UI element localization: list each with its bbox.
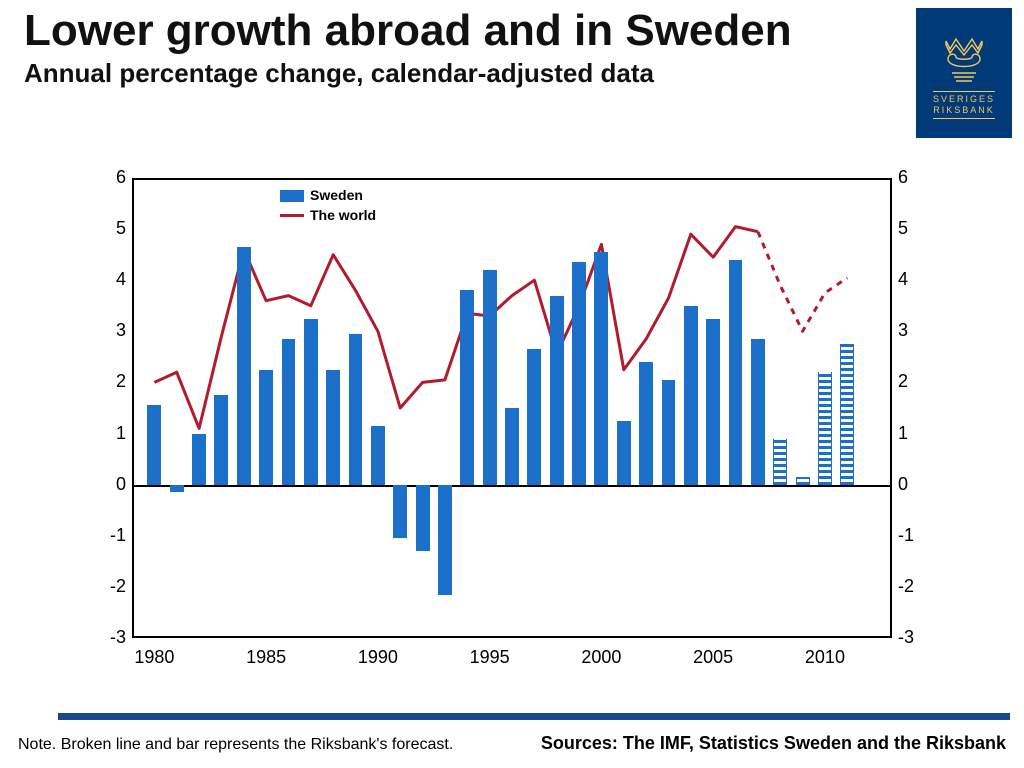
y-tick-left: 1 (92, 423, 126, 444)
bar-forecast (773, 439, 787, 485)
crown-icon (934, 27, 994, 87)
y-tick-right: -3 (898, 627, 932, 648)
y-tick-right: 2 (898, 371, 932, 392)
y-tick-right: 1 (898, 423, 932, 444)
bar (527, 349, 541, 484)
y-tick-left: 4 (92, 269, 126, 290)
bar (639, 362, 653, 485)
y-tick-right: 5 (898, 218, 932, 239)
x-tick: 1985 (246, 647, 286, 668)
bar (304, 319, 318, 485)
y-tick-right: 6 (898, 167, 932, 188)
y-tick-left: -2 (92, 576, 126, 597)
page-title: Lower growth abroad and in Sweden (24, 8, 916, 54)
x-tick: 2000 (581, 647, 621, 668)
footer: Note. Broken line and bar represents the… (0, 733, 1024, 754)
bar (505, 408, 519, 485)
bar (214, 395, 228, 484)
bar (393, 485, 407, 539)
bar (326, 370, 340, 485)
header: Lower growth abroad and in Sweden Annual… (0, 0, 1024, 138)
x-tick: 1980 (134, 647, 174, 668)
bar (662, 380, 676, 485)
x-tick: 1990 (358, 647, 398, 668)
y-tick-left: 3 (92, 320, 126, 341)
title-block: Lower growth abroad and in Sweden Annual… (24, 8, 916, 89)
y-tick-left: 2 (92, 371, 126, 392)
bar (282, 339, 296, 485)
bar (617, 421, 631, 485)
bar-forecast (818, 372, 832, 484)
bar (751, 339, 765, 485)
bar (729, 260, 743, 485)
footer-rule (58, 713, 1010, 720)
page-subtitle: Annual percentage change, calendar-adjus… (24, 58, 916, 89)
footer-sources: Sources: The IMF, Statistics Sweden and … (541, 733, 1006, 754)
bar (237, 247, 251, 485)
bar (460, 290, 474, 484)
bar (706, 319, 720, 485)
x-tick: 2005 (693, 647, 733, 668)
y-tick-left: -1 (92, 525, 126, 546)
bar (438, 485, 452, 595)
y-tick-right: -1 (898, 525, 932, 546)
y-tick-left: 5 (92, 218, 126, 239)
logo-text-top: SVERIGES (933, 94, 995, 104)
bar (594, 252, 608, 485)
bar (147, 405, 161, 484)
world-line-forecast (758, 232, 847, 332)
bar (550, 296, 564, 485)
bar (349, 334, 363, 485)
bar (371, 426, 385, 485)
footer-note: Note. Broken line and bar represents the… (18, 736, 453, 754)
bar (259, 370, 273, 485)
bar (416, 485, 430, 551)
bar (572, 262, 586, 484)
bar (170, 485, 184, 493)
y-tick-left: -3 (92, 627, 126, 648)
growth-chart: Sweden The world -3 -3 -2 -2 -1 -1 0 0 1 1 2 2 3 3 4 4 5… (92, 178, 932, 668)
logo-text-bottom: RIKSBANK (933, 105, 995, 115)
y-tick-left: 6 (92, 167, 126, 188)
x-tick: 2010 (805, 647, 845, 668)
zero-line (132, 485, 892, 487)
bar-forecast (796, 477, 810, 485)
y-tick-right: -2 (898, 576, 932, 597)
bar (483, 270, 497, 485)
riksbank-logo: SVERIGES RIKSBANK (916, 8, 1012, 138)
logo-text: SVERIGES RIKSBANK (933, 91, 995, 119)
y-tick-right: 4 (898, 269, 932, 290)
bar (192, 434, 206, 485)
y-tick-right: 3 (898, 320, 932, 341)
y-tick-right: 0 (898, 474, 932, 495)
x-tick: 1995 (470, 647, 510, 668)
bar-forecast (840, 344, 854, 485)
y-tick-left: 0 (92, 474, 126, 495)
bar (684, 306, 698, 485)
plot-area: Sweden The world (132, 178, 892, 638)
